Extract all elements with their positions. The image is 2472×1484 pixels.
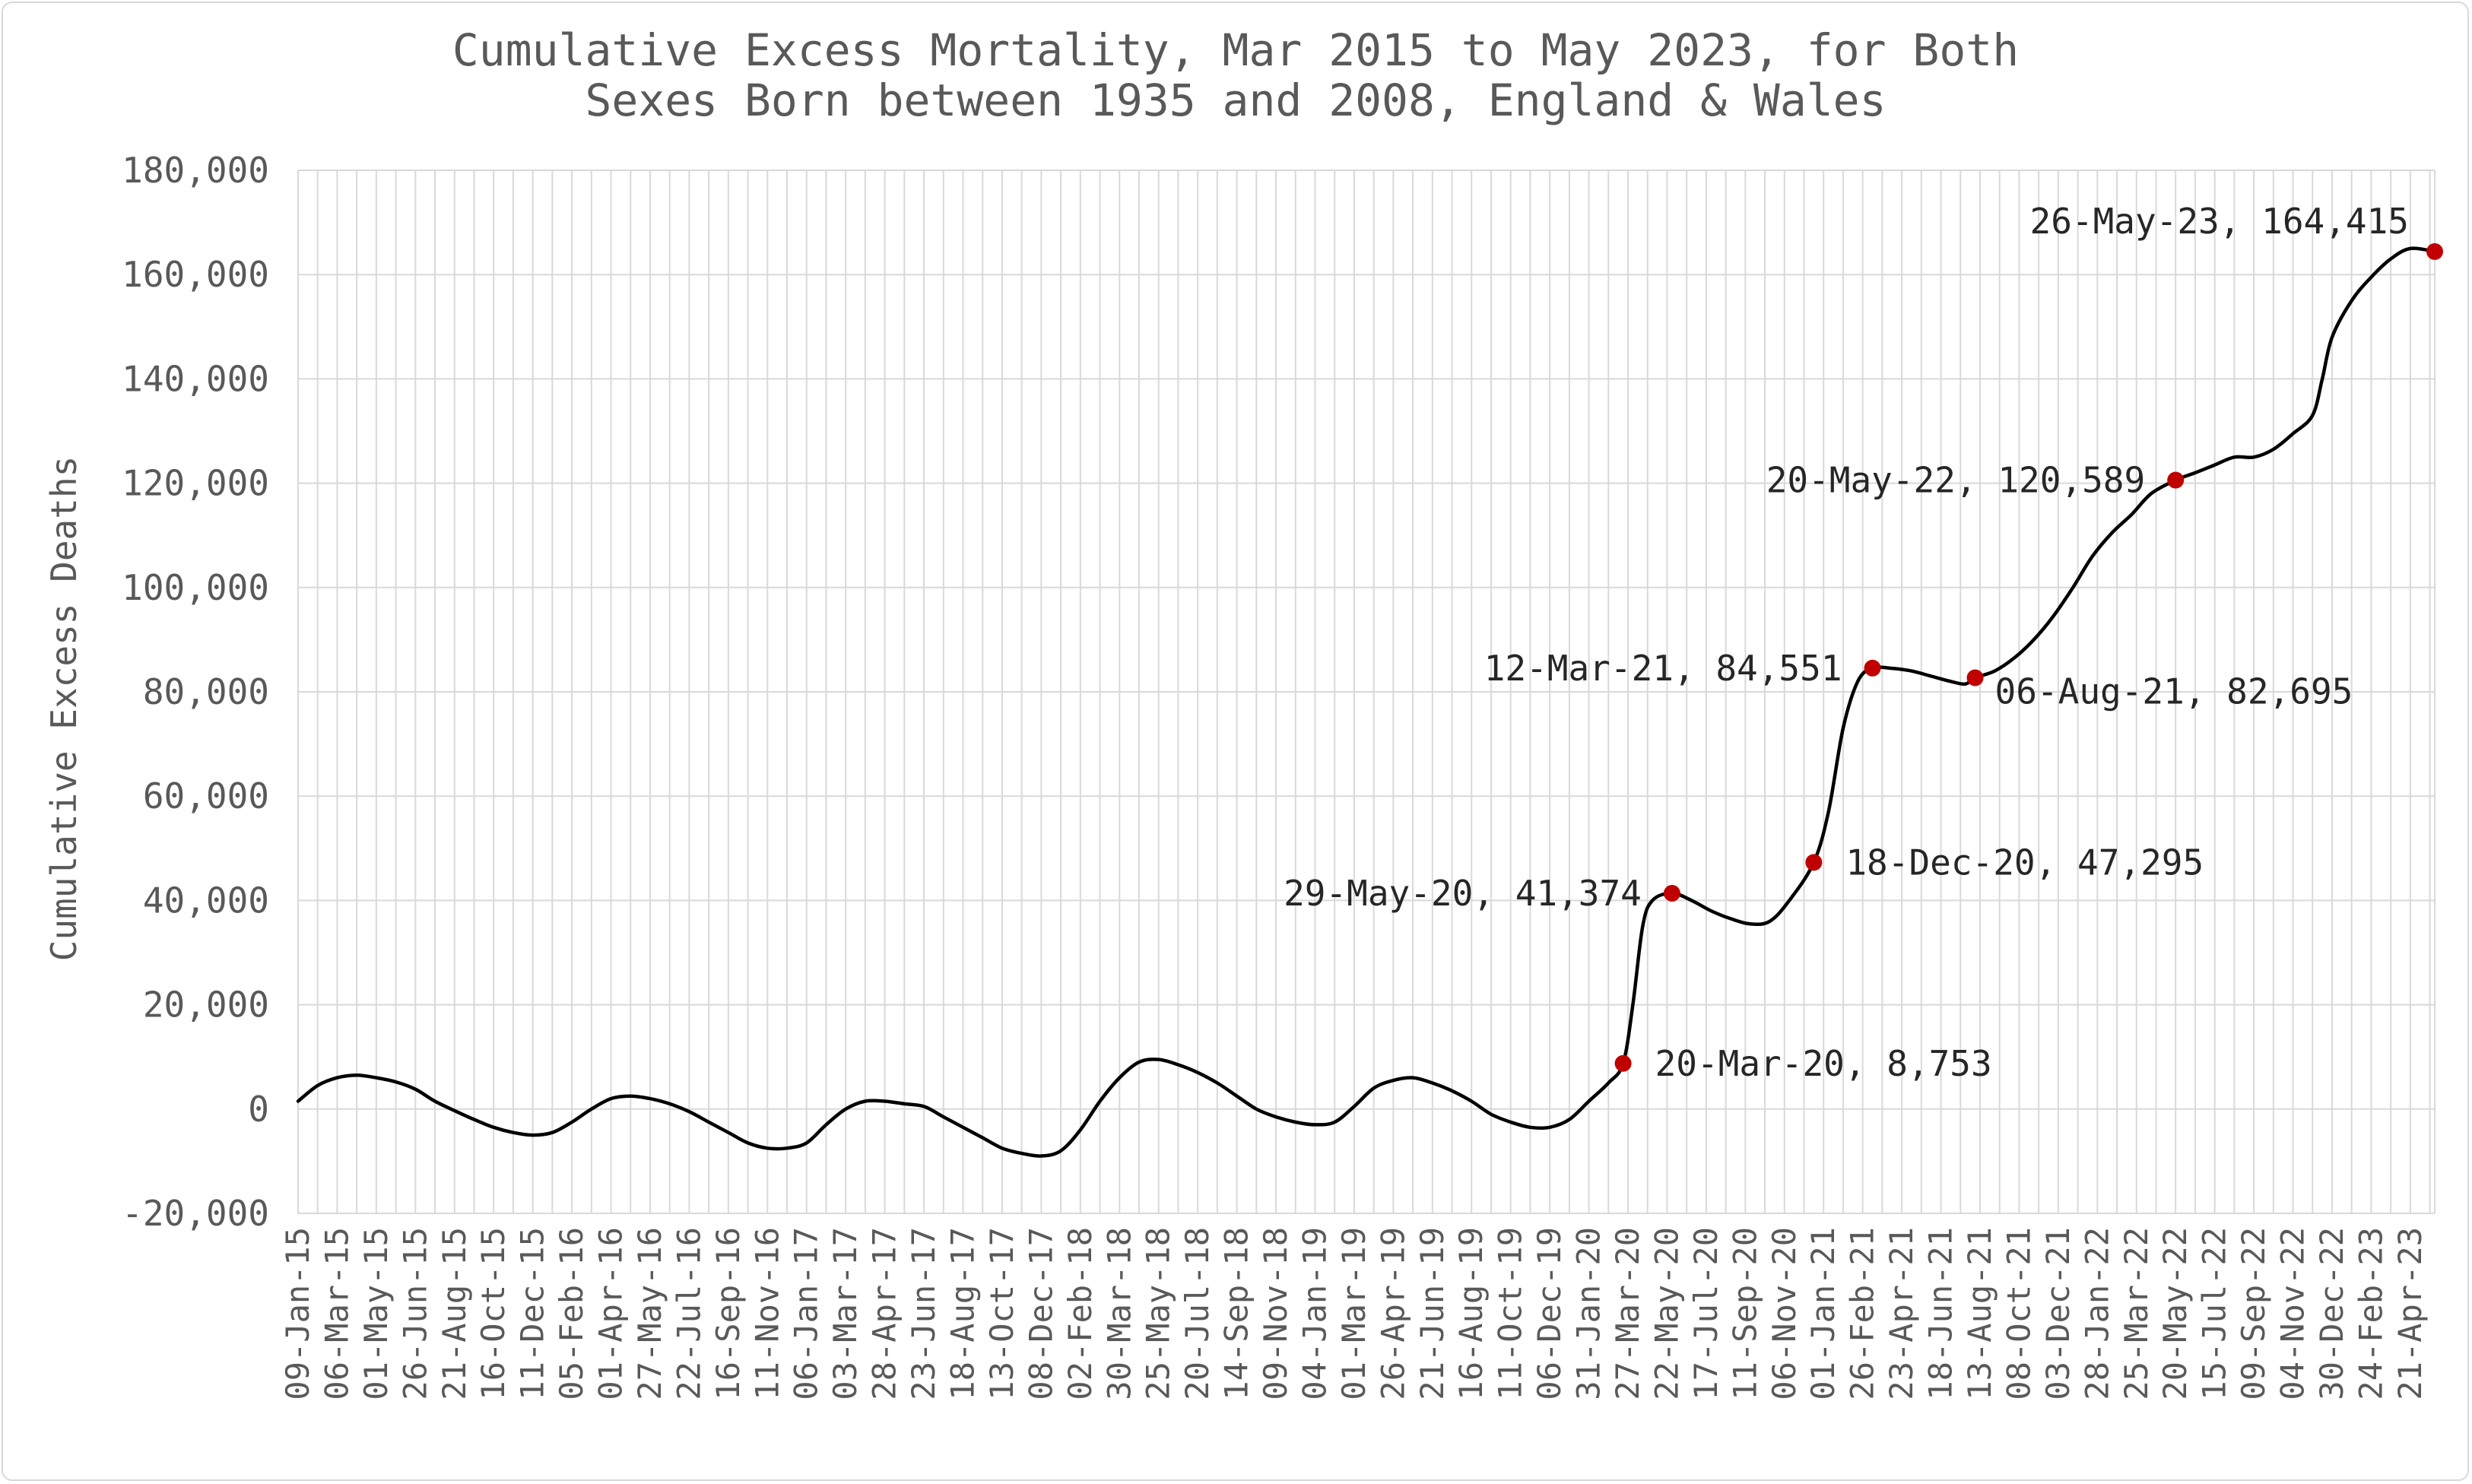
x-tick-label: 11-Sep-20 — [1726, 1227, 1763, 1400]
highlight-point — [1805, 854, 1823, 871]
x-tick-label: 30-Dec-22 — [2313, 1227, 2350, 1400]
x-tick-label: 23-Apr-21 — [1883, 1227, 1920, 1400]
x-tick-label: 31-Jan-20 — [1570, 1227, 1607, 1400]
x-tick-label: 26-Feb-21 — [1844, 1227, 1881, 1400]
data-label: 26-May-23, 164,415 — [2030, 201, 2410, 242]
x-tick-label: 16-Oct-15 — [474, 1227, 512, 1400]
x-tick-label: 11-Nov-16 — [748, 1227, 785, 1400]
x-tick-label: 30-Mar-18 — [1100, 1227, 1138, 1400]
x-tick-label: 27-May-16 — [631, 1227, 668, 1400]
x-tick-label: 06-Dec-19 — [1531, 1227, 1568, 1400]
y-tick-label: 120,000 — [122, 463, 269, 504]
x-tick-label: 26-Apr-19 — [1374, 1227, 1411, 1400]
y-tick-label: 40,000 — [143, 880, 269, 921]
x-tick-label: 05-Feb-16 — [553, 1227, 590, 1400]
x-tick-label: 25-Mar-22 — [2118, 1227, 2155, 1400]
x-tick-label: 21-Aug-15 — [436, 1227, 473, 1400]
y-tick-label: 160,000 — [122, 254, 269, 295]
x-tick-label: 04-Nov-22 — [2274, 1227, 2312, 1400]
x-tick-label: 23-Jun-17 — [905, 1227, 942, 1400]
y-tick-label: 60,000 — [143, 775, 269, 817]
y-tick-labels: -20,000 0 20,000 40,000 60,000 80,000 100,000 1… — [122, 150, 269, 1234]
y-tick-label: -20,000 — [122, 1193, 269, 1234]
data-label: 29-May-20, 41,374 — [1284, 873, 1642, 914]
x-tick-label: 22-May-20 — [1648, 1227, 1685, 1400]
data-label: 06-Aug-21, 82,695 — [1995, 671, 2353, 712]
highlight-point — [1864, 659, 1881, 677]
data-label: 12-Mar-21, 84,551 — [1484, 648, 1842, 689]
data-label: 20-May-22, 120,589 — [1766, 460, 2146, 501]
data-label: 20-Mar-20, 8,753 — [1655, 1043, 1992, 1084]
x-tick-label: 20-May-22 — [2156, 1227, 2194, 1400]
y-tick-label: 140,000 — [122, 358, 269, 399]
highlight-point — [2167, 471, 2185, 489]
x-tick-label: 06-Nov-20 — [1766, 1227, 1803, 1400]
x-tick-label: 03-Mar-17 — [827, 1227, 864, 1400]
highlight-point — [1966, 669, 1984, 687]
x-tick-label: 16-Sep-16 — [709, 1227, 747, 1400]
x-tick-label: 11-Oct-19 — [1492, 1227, 1529, 1400]
chart-title-line-2: Sexes Born between 1935 and 2008, Englan… — [585, 75, 1886, 126]
x-tick-label: 03-Dec-21 — [2039, 1227, 2077, 1400]
x-tick-label: 27-Mar-20 — [1609, 1227, 1646, 1400]
x-tick-label: 01-Mar-19 — [1335, 1227, 1372, 1400]
x-tick-label: 06-Mar-15 — [318, 1227, 355, 1400]
y-tick-label: 80,000 — [143, 671, 269, 712]
x-tick-label: 01-Apr-16 — [592, 1227, 630, 1400]
series-line — [296, 246, 2437, 1158]
x-tick-label: 28-Apr-17 — [866, 1227, 903, 1400]
x-tick-label: 02-Feb-18 — [1061, 1227, 1099, 1400]
x-tick-label: 09-Sep-22 — [2235, 1227, 2272, 1400]
y-tick-label: 100,000 — [122, 567, 269, 608]
highlight-point — [2426, 243, 2443, 260]
y-tick-label: 20,000 — [143, 985, 269, 1026]
x-tick-label: 18-Jun-21 — [1922, 1227, 1960, 1400]
gridlines — [297, 170, 2436, 1214]
x-tick-label: 06-Jan-17 — [788, 1227, 825, 1400]
x-tick-label: 22-Jul-16 — [670, 1227, 707, 1400]
y-tick-label: 180,000 — [122, 150, 269, 191]
chart-title: Cumulative Excess Mortality, Mar 2015 to… — [452, 24, 2019, 126]
x-tick-label: 09-Nov-18 — [1257, 1227, 1294, 1400]
chart-title-line-1: Cumulative Excess Mortality, Mar 2015 to… — [452, 24, 2019, 76]
x-tick-label: 17-Jul-20 — [1687, 1227, 1725, 1400]
highlight-point — [1614, 1054, 1632, 1072]
x-tick-label: 01-May-15 — [357, 1227, 395, 1400]
x-tick-label: 04-Jan-19 — [1296, 1227, 1333, 1400]
data-label: 18-Dec-20, 47,295 — [1845, 842, 2204, 883]
highlight-point — [1663, 884, 1680, 902]
x-tick-label: 08-Dec-17 — [1022, 1227, 1059, 1400]
x-tick-label: 14-Sep-18 — [1218, 1227, 1255, 1400]
x-tick-label: 24-Feb-23 — [2352, 1227, 2389, 1400]
x-tick-label: 26-Jun-15 — [396, 1227, 433, 1400]
x-tick-label: 11-Dec-15 — [514, 1227, 551, 1400]
y-axis-label: Cumulative Excess Deaths — [43, 456, 84, 962]
x-tick-label: 16-Aug-19 — [1452, 1227, 1490, 1400]
highlight-points: 20-Mar-20, 8,753 29-May-20, 41,374 18-Dec-… — [1284, 201, 2443, 1084]
x-tick-label: 08-Oct-21 — [2000, 1227, 2037, 1400]
x-tick-label: 15-Jul-22 — [2196, 1227, 2233, 1400]
x-tick-label: 28-Jan-22 — [2078, 1227, 2115, 1400]
x-tick-label: 13-Aug-21 — [1961, 1227, 1998, 1400]
x-tick-label: 18-Aug-17 — [944, 1227, 982, 1400]
x-tick-label: 01-Jan-21 — [1804, 1227, 1842, 1400]
x-tick-label: 20-Jul-18 — [1179, 1227, 1216, 1400]
x-tick-labels: 09-Jan-15 06-Mar-15 01-May-15 26-Jun-15 21-A… — [279, 1227, 2429, 1400]
x-tick-label: 21-Jun-19 — [1414, 1227, 1451, 1400]
series-layer — [296, 246, 2437, 1158]
x-tick-label: 21-Apr-23 — [2391, 1227, 2429, 1400]
x-tick-label: 25-May-18 — [1140, 1227, 1177, 1400]
x-tick-label: 09-Jan-15 — [279, 1227, 316, 1400]
y-tick-label: 0 — [248, 1089, 269, 1130]
x-tick-label: 13-Oct-17 — [983, 1227, 1020, 1400]
